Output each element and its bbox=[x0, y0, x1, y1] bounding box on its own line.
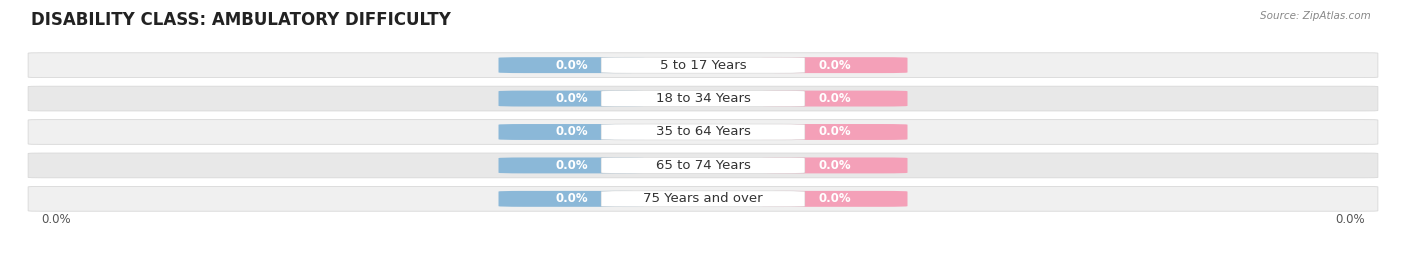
FancyBboxPatch shape bbox=[762, 57, 907, 73]
FancyBboxPatch shape bbox=[602, 191, 804, 207]
Text: 65 to 74 Years: 65 to 74 Years bbox=[655, 159, 751, 172]
FancyBboxPatch shape bbox=[28, 86, 1378, 111]
FancyBboxPatch shape bbox=[602, 124, 804, 140]
Text: Source: ZipAtlas.com: Source: ZipAtlas.com bbox=[1260, 11, 1371, 21]
FancyBboxPatch shape bbox=[499, 191, 644, 207]
FancyBboxPatch shape bbox=[499, 124, 644, 140]
Text: 18 to 34 Years: 18 to 34 Years bbox=[655, 92, 751, 105]
FancyBboxPatch shape bbox=[602, 91, 804, 107]
Text: 0.0%: 0.0% bbox=[1334, 213, 1364, 226]
Text: 0.0%: 0.0% bbox=[555, 126, 588, 139]
Text: 5 to 17 Years: 5 to 17 Years bbox=[659, 59, 747, 72]
FancyBboxPatch shape bbox=[499, 157, 644, 174]
Text: 0.0%: 0.0% bbox=[818, 192, 851, 205]
Text: 0.0%: 0.0% bbox=[818, 159, 851, 172]
FancyBboxPatch shape bbox=[499, 91, 644, 107]
FancyBboxPatch shape bbox=[28, 120, 1378, 144]
Text: 35 to 64 Years: 35 to 64 Years bbox=[655, 126, 751, 139]
Text: 0.0%: 0.0% bbox=[555, 92, 588, 105]
Text: DISABILITY CLASS: AMBULATORY DIFFICULTY: DISABILITY CLASS: AMBULATORY DIFFICULTY bbox=[31, 11, 451, 29]
Text: 0.0%: 0.0% bbox=[555, 192, 588, 205]
FancyBboxPatch shape bbox=[28, 53, 1378, 77]
Text: 0.0%: 0.0% bbox=[818, 59, 851, 72]
FancyBboxPatch shape bbox=[602, 157, 804, 174]
FancyBboxPatch shape bbox=[762, 91, 907, 107]
FancyBboxPatch shape bbox=[28, 153, 1378, 178]
Text: 0.0%: 0.0% bbox=[818, 126, 851, 139]
FancyBboxPatch shape bbox=[762, 124, 907, 140]
FancyBboxPatch shape bbox=[499, 57, 644, 73]
FancyBboxPatch shape bbox=[762, 157, 907, 174]
FancyBboxPatch shape bbox=[28, 186, 1378, 211]
Text: 0.0%: 0.0% bbox=[555, 159, 588, 172]
Text: 75 Years and over: 75 Years and over bbox=[643, 192, 763, 205]
FancyBboxPatch shape bbox=[762, 191, 907, 207]
Text: 0.0%: 0.0% bbox=[555, 59, 588, 72]
Text: 0.0%: 0.0% bbox=[42, 213, 72, 226]
FancyBboxPatch shape bbox=[602, 57, 804, 73]
Text: 0.0%: 0.0% bbox=[818, 92, 851, 105]
